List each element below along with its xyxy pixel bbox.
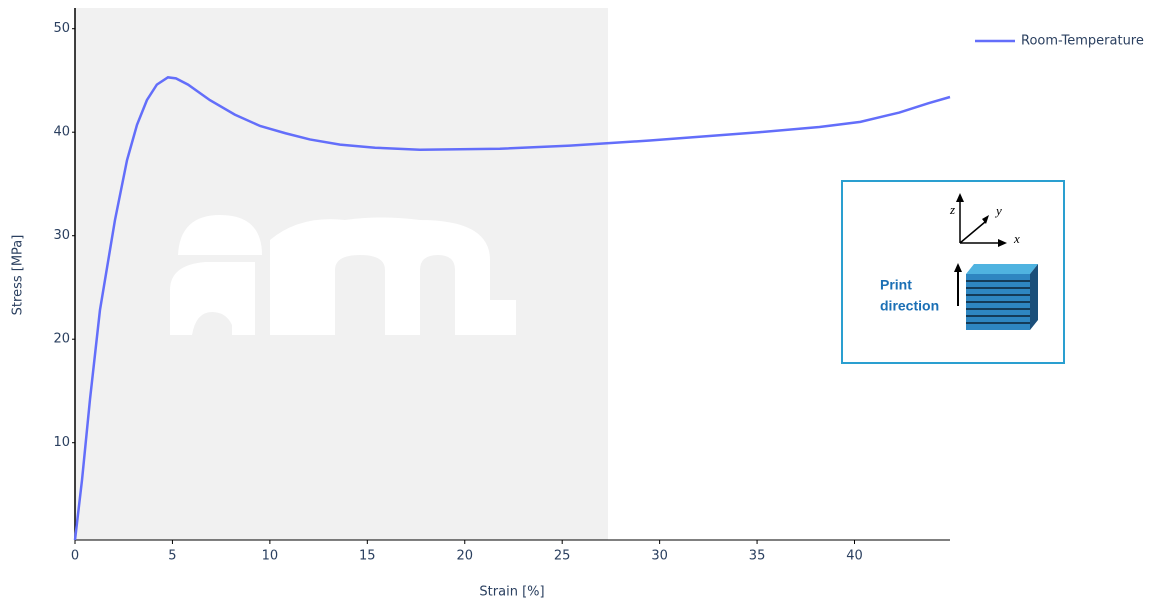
inset-axes	[959, 198, 1002, 244]
y-tick-label: 30	[53, 228, 70, 243]
inset-label: Print	[880, 277, 912, 293]
x-tick-label: 20	[456, 549, 473, 564]
shaded-region	[75, 8, 608, 540]
x-tick-label: 15	[359, 549, 376, 564]
inset-z: z	[949, 202, 955, 217]
inset-arrowheads	[954, 193, 1007, 272]
y-axis-title: Stress [MPa]	[11, 235, 26, 316]
y-tick-label: 10	[53, 435, 70, 450]
inset: z y x Print direction	[841, 180, 1065, 364]
x-tick-label: 10	[262, 549, 279, 564]
watermark	[170, 215, 516, 335]
x-axis-title: Strain [%]	[479, 585, 544, 600]
inset-y: y	[994, 203, 1002, 218]
y-tick-label: 40	[53, 125, 70, 140]
y-tick-label: 50	[53, 21, 70, 36]
legend-label: Room-Temperature	[1021, 34, 1144, 49]
x-tick-label: 25	[554, 549, 571, 564]
y-tick-label: 20	[53, 332, 70, 347]
x-tick-label: 40	[846, 549, 863, 564]
x-tick-label: 30	[651, 549, 668, 564]
x-tick-label: 0	[71, 549, 79, 564]
inset-x: x	[1013, 231, 1020, 246]
x-tick-label: 35	[749, 549, 766, 564]
data-line	[73, 76, 951, 541]
x-tick-label: 5	[168, 549, 176, 564]
ticks: 0 5 10 15 20 25 30 35 40 10 20 30 40 50	[53, 21, 862, 563]
layer-stack	[966, 264, 1038, 330]
inset-label: direction	[880, 298, 939, 314]
